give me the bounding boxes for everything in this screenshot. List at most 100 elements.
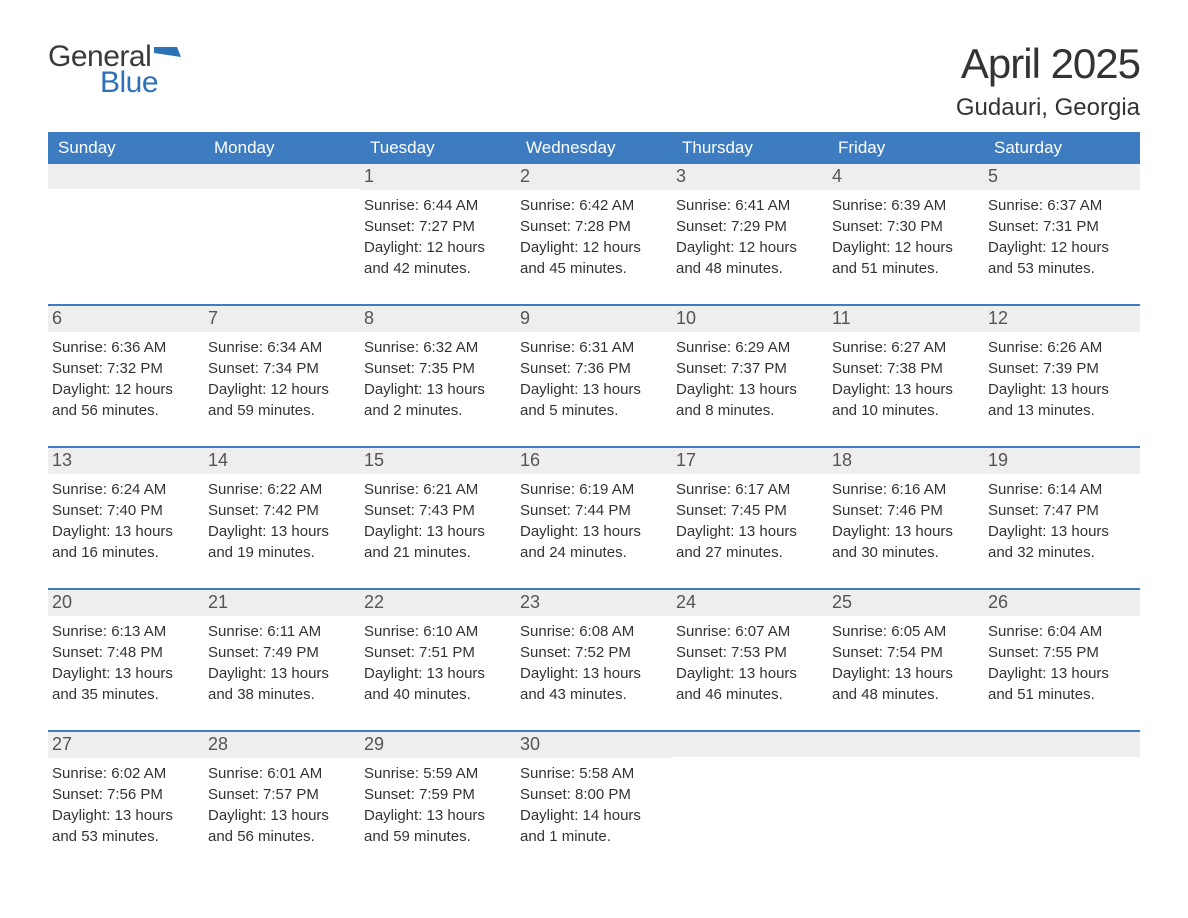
day-body: Sunrise: 6:10 AMSunset: 7:51 PMDaylight:… [360,616,516,709]
sunrise-line: Sunrise: 6:02 AM [52,763,200,784]
day-body: Sunrise: 6:24 AMSunset: 7:40 PMDaylight:… [48,474,204,567]
daylight-line: Daylight: 12 hours and 42 minutes. [364,237,512,279]
sunrise-line: Sunrise: 6:16 AM [832,479,980,500]
day-cell: 22Sunrise: 6:10 AMSunset: 7:51 PMDayligh… [360,590,516,718]
day-number: 5 [984,164,1140,190]
week-row: 13Sunrise: 6:24 AMSunset: 7:40 PMDayligh… [48,446,1140,576]
day-number [828,732,984,757]
day-number: 4 [828,164,984,190]
day-cell: 2Sunrise: 6:42 AMSunset: 7:28 PMDaylight… [516,164,672,292]
day-number: 17 [672,448,828,474]
header: General Blue April 2025 Gudauri, Georgia [48,40,1140,122]
day-cell: 10Sunrise: 6:29 AMSunset: 7:37 PMDayligh… [672,306,828,434]
day-cell: 28Sunrise: 6:01 AMSunset: 7:57 PMDayligh… [204,732,360,860]
sunrise-line: Sunrise: 6:13 AM [52,621,200,642]
day-number: 18 [828,448,984,474]
sunset-line: Sunset: 7:47 PM [988,500,1136,521]
daylight-line: Daylight: 13 hours and 38 minutes. [208,663,356,705]
day-number: 2 [516,164,672,190]
daylight-line: Daylight: 13 hours and 46 minutes. [676,663,824,705]
sunset-line: Sunset: 7:34 PM [208,358,356,379]
daylight-line: Daylight: 12 hours and 59 minutes. [208,379,356,421]
sunset-line: Sunset: 7:31 PM [988,216,1136,237]
day-cell [828,732,984,860]
day-body: Sunrise: 6:34 AMSunset: 7:34 PMDaylight:… [204,332,360,425]
daylight-line: Daylight: 13 hours and 35 minutes. [52,663,200,705]
day-body: Sunrise: 5:58 AMSunset: 8:00 PMDaylight:… [516,758,672,851]
sunrise-line: Sunrise: 6:22 AM [208,479,356,500]
sunrise-line: Sunrise: 6:08 AM [520,621,668,642]
day-number: 9 [516,306,672,332]
sunset-line: Sunset: 7:40 PM [52,500,200,521]
daylight-line: Daylight: 13 hours and 51 minutes. [988,663,1136,705]
daylight-line: Daylight: 13 hours and 40 minutes. [364,663,512,705]
sunset-line: Sunset: 7:56 PM [52,784,200,805]
day-number [48,164,204,189]
sunrise-line: Sunrise: 6:07 AM [676,621,824,642]
daylight-line: Daylight: 13 hours and 53 minutes. [52,805,200,847]
day-number: 22 [360,590,516,616]
day-number: 12 [984,306,1140,332]
day-body: Sunrise: 6:04 AMSunset: 7:55 PMDaylight:… [984,616,1140,709]
day-cell: 16Sunrise: 6:19 AMSunset: 7:44 PMDayligh… [516,448,672,576]
day-number: 30 [516,732,672,758]
weekday-monday: Monday [204,132,360,164]
sunset-line: Sunset: 7:46 PM [832,500,980,521]
day-body: Sunrise: 6:44 AMSunset: 7:27 PMDaylight:… [360,190,516,283]
daylight-line: Daylight: 13 hours and 2 minutes. [364,379,512,421]
day-body: Sunrise: 6:07 AMSunset: 7:53 PMDaylight:… [672,616,828,709]
day-number: 6 [48,306,204,332]
day-number: 24 [672,590,828,616]
day-cell: 17Sunrise: 6:17 AMSunset: 7:45 PMDayligh… [672,448,828,576]
daylight-line: Daylight: 13 hours and 10 minutes. [832,379,980,421]
sunset-line: Sunset: 7:54 PM [832,642,980,663]
day-cell: 15Sunrise: 6:21 AMSunset: 7:43 PMDayligh… [360,448,516,576]
day-cell: 12Sunrise: 6:26 AMSunset: 7:39 PMDayligh… [984,306,1140,434]
sunset-line: Sunset: 7:29 PM [676,216,824,237]
sunrise-line: Sunrise: 5:59 AM [364,763,512,784]
daylight-line: Daylight: 12 hours and 56 minutes. [52,379,200,421]
day-number [204,164,360,189]
sunrise-line: Sunrise: 6:34 AM [208,337,356,358]
daylight-line: Daylight: 13 hours and 21 minutes. [364,521,512,563]
daylight-line: Daylight: 13 hours and 19 minutes. [208,521,356,563]
sunrise-line: Sunrise: 6:19 AM [520,479,668,500]
logo-text-blue: Blue [100,66,183,100]
day-body: Sunrise: 6:05 AMSunset: 7:54 PMDaylight:… [828,616,984,709]
weekday-sunday: Sunday [48,132,204,164]
day-number: 14 [204,448,360,474]
sunset-line: Sunset: 7:59 PM [364,784,512,805]
day-body: Sunrise: 6:26 AMSunset: 7:39 PMDaylight:… [984,332,1140,425]
sunrise-line: Sunrise: 6:32 AM [364,337,512,358]
day-number: 16 [516,448,672,474]
sunrise-line: Sunrise: 6:31 AM [520,337,668,358]
day-body: Sunrise: 6:19 AMSunset: 7:44 PMDaylight:… [516,474,672,567]
sunrise-line: Sunrise: 6:04 AM [988,621,1136,642]
day-cell: 24Sunrise: 6:07 AMSunset: 7:53 PMDayligh… [672,590,828,718]
daylight-line: Daylight: 13 hours and 16 minutes. [52,521,200,563]
location-title: Gudauri, Georgia [956,94,1140,122]
day-body: Sunrise: 6:08 AMSunset: 7:52 PMDaylight:… [516,616,672,709]
sunset-line: Sunset: 7:37 PM [676,358,824,379]
daylight-line: Daylight: 12 hours and 48 minutes. [676,237,824,279]
day-body: Sunrise: 6:16 AMSunset: 7:46 PMDaylight:… [828,474,984,567]
sunset-line: Sunset: 8:00 PM [520,784,668,805]
sunrise-line: Sunrise: 6:44 AM [364,195,512,216]
weekday-saturday: Saturday [984,132,1140,164]
week-row: 27Sunrise: 6:02 AMSunset: 7:56 PMDayligh… [48,730,1140,860]
sunrise-line: Sunrise: 6:26 AM [988,337,1136,358]
day-cell: 18Sunrise: 6:16 AMSunset: 7:46 PMDayligh… [828,448,984,576]
day-number: 29 [360,732,516,758]
day-cell [204,164,360,292]
day-cell: 19Sunrise: 6:14 AMSunset: 7:47 PMDayligh… [984,448,1140,576]
day-cell: 23Sunrise: 6:08 AMSunset: 7:52 PMDayligh… [516,590,672,718]
day-body: Sunrise: 6:39 AMSunset: 7:30 PMDaylight:… [828,190,984,283]
day-cell [672,732,828,860]
sunrise-line: Sunrise: 6:42 AM [520,195,668,216]
weekday-tuesday: Tuesday [360,132,516,164]
day-body: Sunrise: 6:42 AMSunset: 7:28 PMDaylight:… [516,190,672,283]
day-body: Sunrise: 6:32 AMSunset: 7:35 PMDaylight:… [360,332,516,425]
day-cell: 30Sunrise: 5:58 AMSunset: 8:00 PMDayligh… [516,732,672,860]
day-cell: 9Sunrise: 6:31 AMSunset: 7:36 PMDaylight… [516,306,672,434]
day-number: 15 [360,448,516,474]
